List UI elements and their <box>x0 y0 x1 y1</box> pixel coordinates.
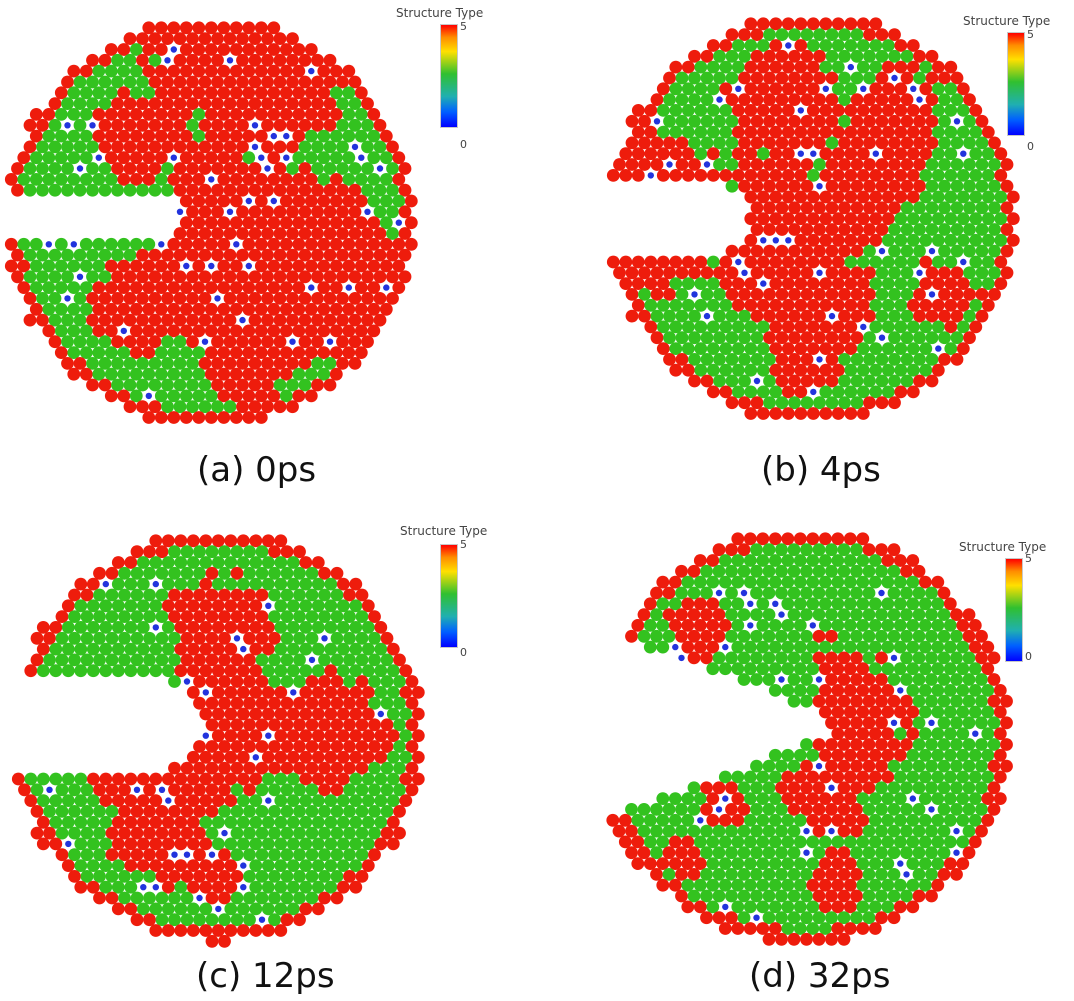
panel-a: Structure Type 5 0 (a) 0ps <box>0 0 537 500</box>
colorbar-min-label: 0 <box>1027 140 1034 153</box>
panel-d: Structure Type 5 0 (d) 32ps <box>537 500 1074 1001</box>
colorbar-min-label: 0 <box>460 646 467 659</box>
panel-caption: (c) 12ps <box>196 956 335 996</box>
colorbar-min-label: 0 <box>460 138 467 151</box>
colorbar-max-label: 5 <box>1025 552 1032 565</box>
colorbar-max-label: 5 <box>1027 28 1034 41</box>
panel-caption: (a) 0ps <box>197 450 317 490</box>
atom-simulation-image <box>606 17 1020 420</box>
atom-simulation-image <box>11 534 425 948</box>
atom-simulation-image <box>606 532 1013 946</box>
panel-caption: (b) 4ps <box>761 450 881 490</box>
colorbar <box>1007 32 1025 136</box>
panel-caption: (d) 32ps <box>749 956 891 996</box>
colorbar <box>1005 558 1023 662</box>
atom-simulation-image <box>4 21 418 424</box>
colorbar <box>440 544 458 648</box>
colorbar <box>440 24 458 128</box>
colorbar-title: Structure Type <box>963 14 1051 28</box>
colorbar-title: Structure Type <box>396 6 484 20</box>
colorbar-title: Structure Type <box>400 524 488 538</box>
colorbar-max-label: 5 <box>460 538 467 551</box>
colorbar-title: Structure Type <box>959 540 1047 554</box>
colorbar-min-label: 0 <box>1025 650 1032 663</box>
panel-b: Structure Type 5 0 (b) 4ps <box>537 0 1074 500</box>
colorbar-max-label: 5 <box>460 20 467 33</box>
panel-c: Structure Type 5 0 (c) 12ps <box>0 500 537 1001</box>
